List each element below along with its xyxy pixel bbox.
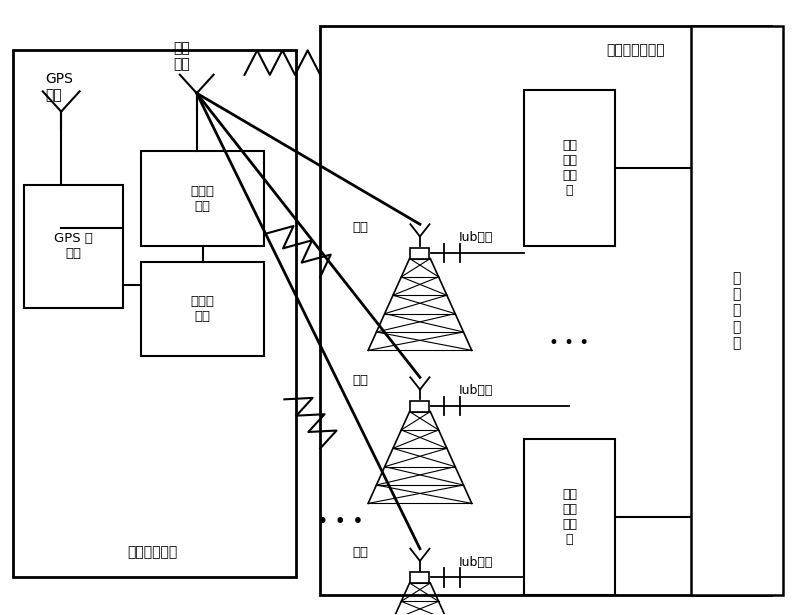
Text: 无线
网络
控制
器: 无线 网络 控制 器: [562, 139, 577, 197]
Text: 无线网络子系统: 无线网络子系统: [606, 44, 665, 57]
Text: 网
络
管
理
器: 网 络 管 理 器: [733, 271, 741, 350]
Bar: [141, 261, 265, 357]
Text: 基站: 基站: [352, 221, 368, 234]
Bar: [691, 26, 782, 595]
Text: GPS 接
收机: GPS 接 收机: [54, 232, 93, 260]
Bar: [523, 90, 615, 246]
Bar: [410, 400, 430, 411]
Text: • • •: • • •: [317, 512, 363, 531]
Text: GPS
天线: GPS 天线: [46, 72, 73, 102]
Text: 基站: 基站: [352, 375, 368, 387]
Text: 无线
网络
控制
器: 无线 网络 控制 器: [562, 488, 577, 546]
Bar: [141, 151, 265, 246]
Bar: [523, 439, 615, 595]
Text: Iub接口: Iub接口: [458, 384, 493, 397]
Text: 模拟发射终端: 模拟发射终端: [128, 546, 178, 560]
Text: 基站: 基站: [352, 546, 368, 559]
Text: • • •: • • •: [550, 334, 590, 352]
Bar: [410, 572, 430, 583]
Bar: [320, 26, 770, 595]
Text: 功率放
大器: 功率放 大器: [190, 185, 214, 213]
Bar: [24, 185, 123, 308]
Text: Iub接口: Iub接口: [458, 556, 493, 569]
Bar: [14, 50, 296, 577]
Text: Iub接口: Iub接口: [458, 231, 493, 244]
Text: 信号发
生器: 信号发 生器: [190, 295, 214, 323]
Bar: [410, 247, 430, 258]
Text: 发射
天线: 发射 天线: [173, 41, 190, 71]
